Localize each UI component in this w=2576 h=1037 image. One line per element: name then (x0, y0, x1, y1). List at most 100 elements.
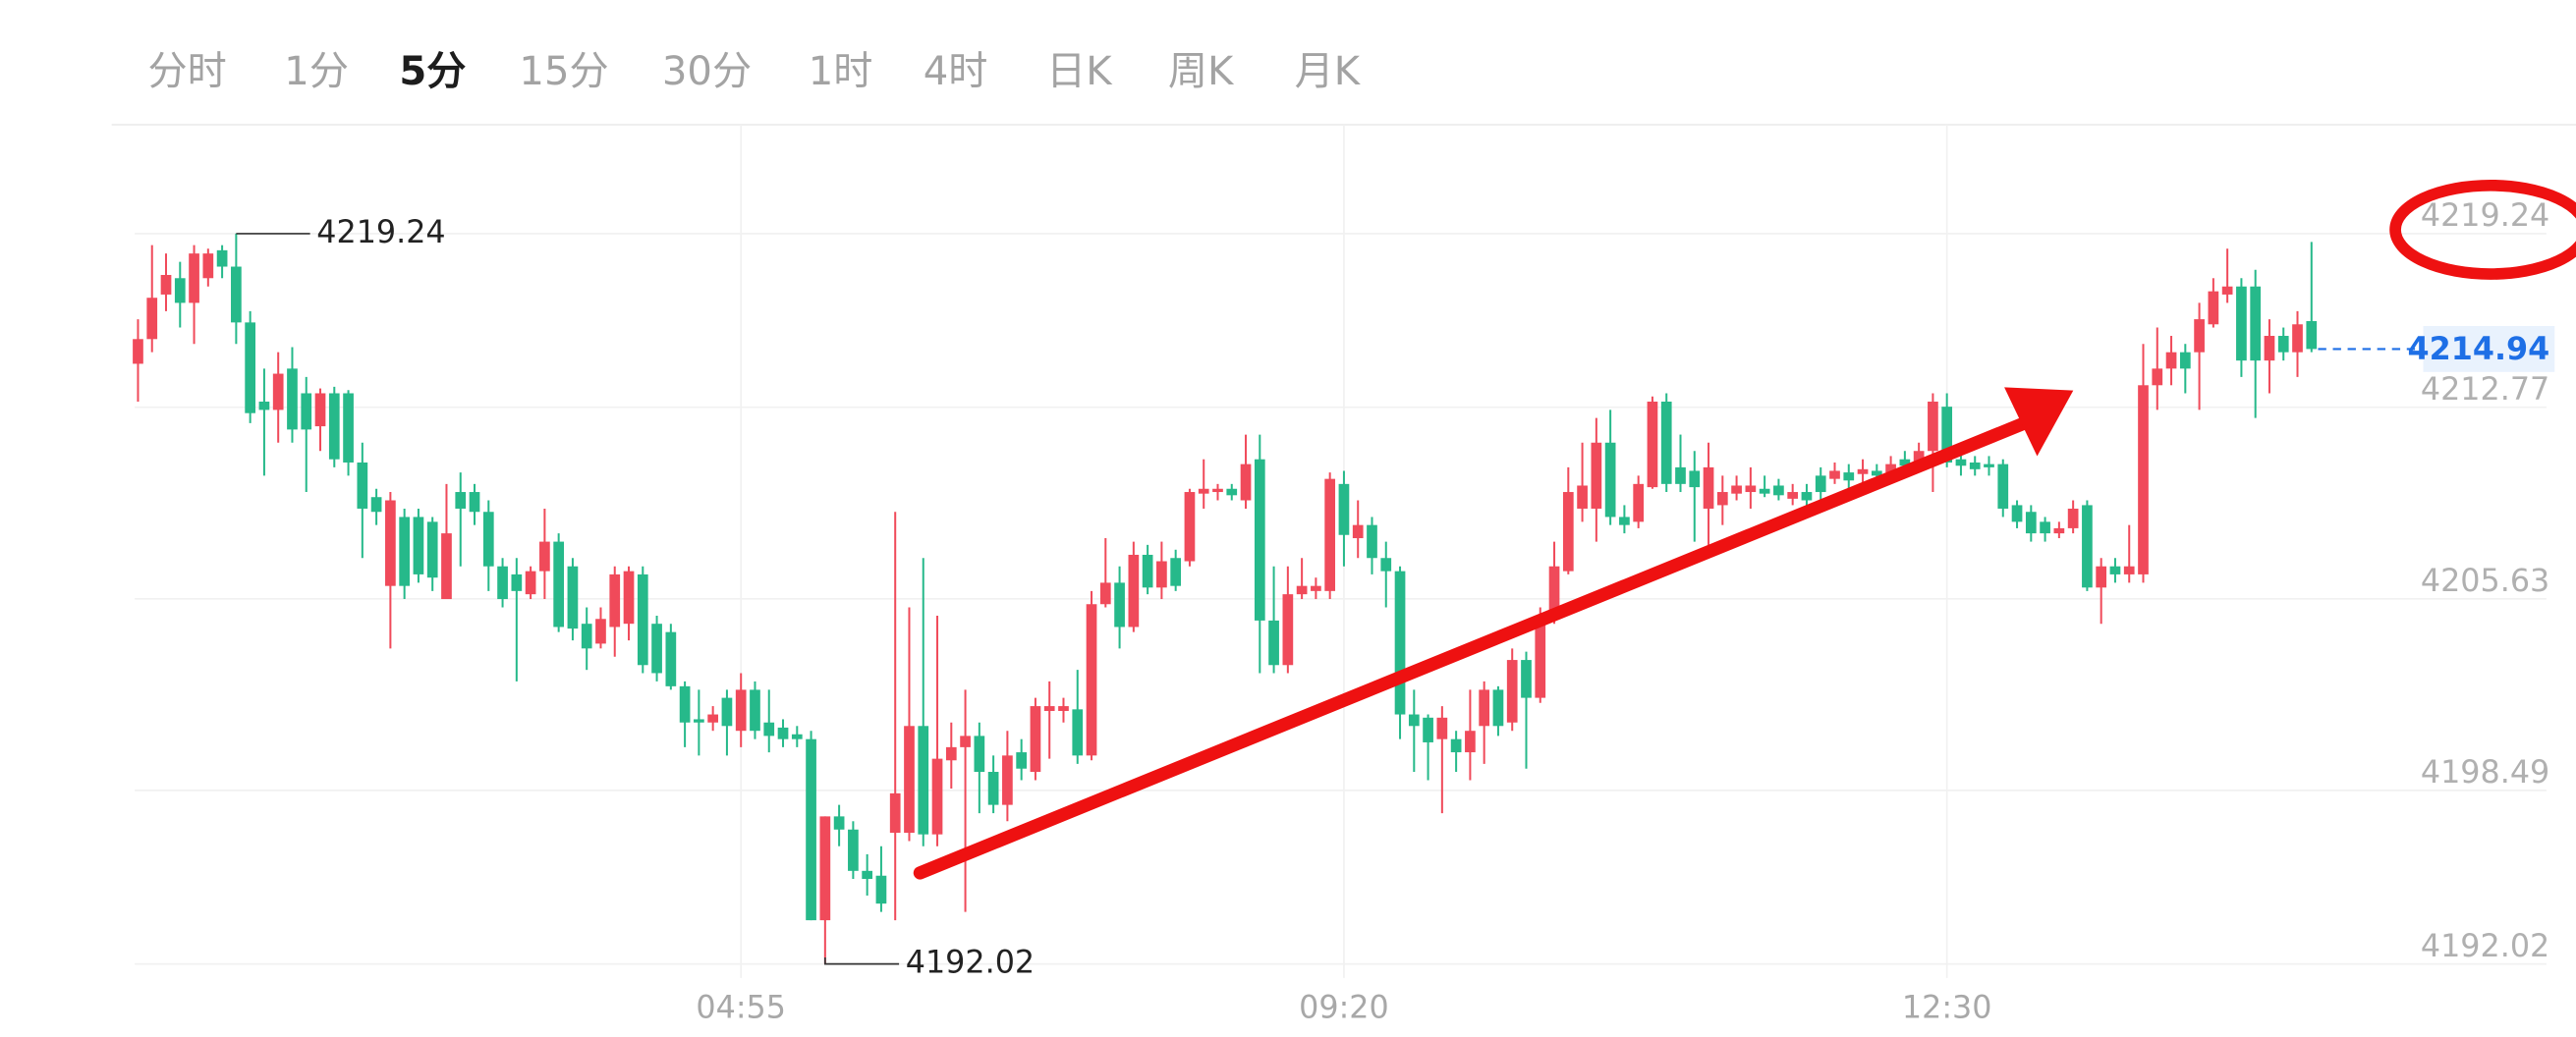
highlight-ellipse (2389, 179, 2576, 280)
candle-body (1941, 407, 1953, 463)
grid-layer (135, 124, 2547, 978)
candle-body (1043, 706, 1055, 711)
candle-body (1394, 571, 1406, 715)
candle-body (1324, 478, 1336, 591)
candle-body (1156, 561, 1167, 588)
candle-body (1548, 566, 1560, 616)
candle-body (1829, 470, 1840, 479)
candle-body (1562, 492, 1574, 572)
low-marker-label: 4192.02 (906, 946, 1035, 981)
candle-body (2221, 286, 2233, 295)
candle-body (1408, 714, 1420, 727)
candle-body (1142, 554, 1153, 588)
candle-body (889, 792, 901, 834)
candle-body (1535, 615, 1546, 698)
timeframe-tab[interactable]: 30分 (662, 49, 752, 94)
candle-body (301, 393, 312, 430)
candle-body (987, 772, 999, 805)
candle-body (399, 517, 411, 586)
candle-body (426, 521, 438, 578)
candle-body (707, 714, 719, 723)
candle-body (1367, 524, 1377, 559)
timeframe-tab[interactable]: 4时 (924, 49, 988, 94)
candle-body (385, 500, 396, 586)
candle-body (875, 875, 887, 904)
candle-body (1759, 488, 1770, 494)
candle-body (146, 298, 158, 340)
candle-body (2123, 566, 2135, 574)
timeframe-tab[interactable]: 月K (1295, 49, 1362, 94)
candle-body (735, 689, 747, 732)
candle-body (931, 758, 943, 835)
candle-body (1058, 706, 1069, 711)
candle-body (918, 726, 929, 835)
candle-body (231, 266, 242, 323)
candle-body (455, 492, 467, 509)
candle-body (1479, 689, 1490, 727)
timeframe-tab[interactable]: 5分 (399, 49, 466, 94)
candle-body (2082, 505, 2093, 588)
candle-body (160, 274, 172, 295)
timeframe-tab[interactable]: 分时 (147, 49, 226, 94)
candle-body (1072, 709, 1084, 756)
label-layer: 分时 1分 5分 15分 30分 1时 4时 日K 周K 月K 4219.24 4212.77 4205… (147, 49, 2555, 1026)
candle-body (806, 738, 816, 921)
timeframe-tab[interactable]: 日K (1046, 49, 1113, 94)
candle-body (665, 631, 677, 686)
candle-body (777, 727, 789, 739)
candle-body (651, 624, 662, 674)
low-marker-line (824, 956, 900, 965)
candle-body (2194, 319, 2205, 353)
timeframe-tab[interactable]: 1分 (284, 49, 349, 94)
candle-body (623, 571, 635, 625)
candle-body (1198, 488, 1209, 494)
user-annotations (913, 179, 2576, 880)
candle-body (2250, 286, 2262, 361)
y-tick-label: 4192.02 (2421, 929, 2549, 964)
candle-body (174, 278, 186, 303)
candle-body (1689, 470, 1701, 488)
candle-body (272, 373, 284, 410)
candle-layer (133, 233, 2318, 964)
candle-body (581, 624, 592, 649)
candle-body (1282, 594, 1294, 666)
candle-body (189, 253, 199, 303)
candle-body (567, 566, 579, 629)
candle-body (1352, 524, 1364, 539)
candle-body (1871, 470, 1882, 476)
timeframe-tab[interactable]: 15分 (519, 49, 608, 94)
candle-body (791, 734, 803, 739)
candle-body (974, 736, 985, 773)
candle-body (2165, 352, 2177, 369)
candle-body (750, 689, 760, 732)
candle-body (1619, 517, 1630, 525)
candle-body (1815, 475, 1826, 493)
candle-body (609, 573, 621, 628)
candle-body (1423, 717, 1433, 742)
candle-body (245, 322, 255, 413)
candle-body (202, 253, 214, 279)
candle-body (2277, 336, 2289, 353)
y-tick-label: 4219.24 (2421, 198, 2549, 234)
candle-body (497, 566, 508, 600)
candle-body (343, 393, 354, 463)
candle-body (525, 571, 536, 595)
y-tick-label: 4205.63 (2421, 564, 2549, 599)
candle-body (2096, 566, 2107, 588)
candle-body (314, 393, 326, 427)
candle-body (1226, 488, 1238, 496)
candle-body (862, 870, 873, 880)
candle-body (595, 619, 606, 644)
candle-body (1016, 752, 1028, 769)
candle-body (1170, 558, 1182, 586)
candle-body (1885, 464, 1896, 473)
candle-body (904, 726, 915, 834)
candle-body (1745, 485, 1757, 493)
candle-body (1633, 483, 1645, 522)
candle-body (2109, 566, 2121, 574)
candle-body (441, 533, 452, 600)
candle-body (1604, 442, 1616, 518)
timeframe-tab[interactable]: 周K (1168, 49, 1235, 94)
timeframe-tab[interactable]: 1时 (809, 49, 873, 94)
